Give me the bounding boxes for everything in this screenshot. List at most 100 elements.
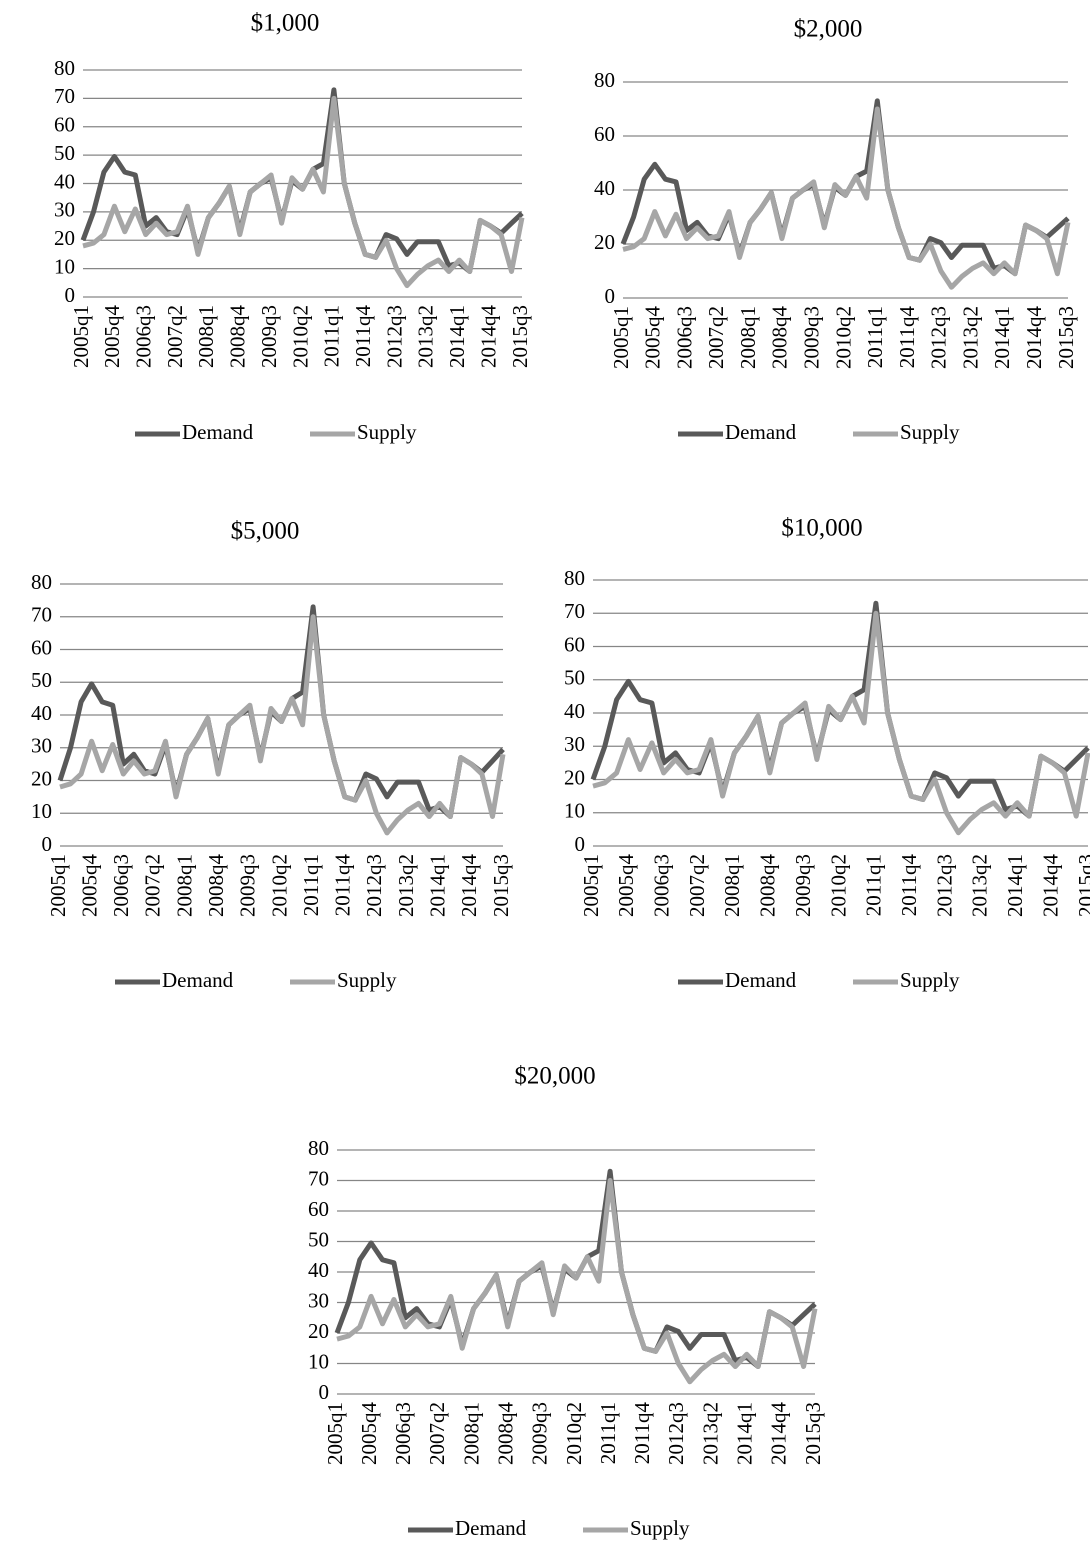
legend-label: Supply	[357, 420, 417, 444]
y-tick-label: 50	[308, 1227, 329, 1251]
x-tick-label: 2007q2	[163, 305, 187, 368]
y-tick-label: 20	[308, 1319, 329, 1343]
x-tick-label: 2012q3	[664, 1402, 688, 1465]
y-tick-label: 30	[31, 734, 52, 758]
x-tick-label: 2013q2	[968, 854, 992, 917]
x-tick-label: 2008q4	[494, 1402, 518, 1466]
x-tick-label: 2007q2	[425, 1402, 449, 1465]
x-tick-label: 2008q4	[756, 854, 780, 918]
x-tick-label: 2008q1	[459, 1402, 483, 1465]
x-tick-label: 2012q3	[382, 305, 406, 368]
y-tick-label: 50	[564, 666, 585, 690]
y-tick-label: 40	[54, 169, 75, 193]
y-tick-label: 10	[564, 799, 585, 823]
y-tick-label: 20	[31, 766, 52, 790]
y-tick-label: 30	[54, 198, 75, 222]
y-tick-label: 60	[564, 632, 585, 656]
y-tick-label: 30	[564, 732, 585, 756]
x-tick-label: 2008q4	[204, 854, 228, 918]
x-tick-label: 2005q1	[69, 305, 93, 368]
data-line	[59, 614, 506, 836]
y-tick-label: 80	[564, 566, 585, 590]
y-tick-label: 0	[65, 283, 76, 307]
y-tick-label: 60	[31, 635, 52, 659]
x-tick-label: 2011q1	[320, 305, 344, 367]
y-tick-label: 70	[31, 603, 52, 627]
y-tick-label: 0	[42, 832, 53, 856]
x-tick-label: 2011q1	[299, 854, 323, 916]
x-tick-label: 2007q2	[704, 306, 728, 369]
x-tick-label: 2005q4	[641, 306, 665, 370]
data-line	[336, 1178, 818, 1385]
x-tick-label: 2011q4	[895, 306, 919, 369]
x-tick-label: 2010q2	[267, 854, 291, 917]
y-tick-label: 40	[308, 1258, 329, 1282]
y-tick-label: 80	[594, 68, 615, 92]
y-tick-label: 0	[319, 1380, 330, 1404]
data-line	[620, 98, 1070, 277]
x-tick-label: 2009q3	[791, 854, 815, 917]
y-tick-label: 80	[54, 56, 75, 80]
x-tick-label: 2014q4	[1038, 854, 1062, 918]
data-line	[80, 87, 524, 274]
x-tick-label: 2014q4	[476, 304, 500, 368]
y-tick-label: 10	[31, 799, 52, 823]
x-tick-label: 2012q3	[362, 854, 386, 917]
x-tick-label: 2006q3	[132, 305, 156, 368]
data-line	[82, 95, 525, 289]
chart-title: $2,000	[794, 16, 863, 43]
x-tick-label: 2011q4	[351, 305, 375, 368]
legend-label: Supply	[900, 420, 960, 444]
y-tick-label: 70	[564, 599, 585, 623]
x-tick-label: 2015q3	[1074, 854, 1090, 917]
y-tick-label: 0	[575, 832, 586, 856]
x-tick-label: 2015q3	[1054, 306, 1078, 369]
x-tick-label: 2008q1	[736, 306, 760, 369]
legend-label: Supply	[630, 1516, 690, 1540]
x-tick-label: 2009q3	[800, 306, 824, 369]
y-tick-label: 60	[54, 113, 75, 137]
chart-title: $1,000	[251, 10, 320, 37]
x-tick-label: 2014q4	[1022, 306, 1046, 370]
x-tick-label: 2006q3	[109, 854, 133, 917]
legend-label: Demand	[455, 1516, 527, 1540]
x-tick-label: 2014q1	[426, 854, 450, 917]
x-tick-label: 2012q3	[927, 306, 951, 369]
x-tick-label: 2006q3	[650, 854, 674, 917]
x-tick-label: 2005q4	[77, 854, 101, 918]
y-tick-label: 40	[31, 701, 52, 725]
x-tick-label: 2005q1	[323, 1402, 347, 1465]
x-tick-label: 2014q4	[457, 854, 481, 918]
y-tick-label: 0	[605, 284, 616, 308]
x-tick-label: 2005q4	[100, 305, 124, 369]
legend-label: Demand	[725, 420, 797, 444]
x-tick-label: 2010q2	[288, 305, 312, 368]
y-tick-label: 20	[54, 226, 75, 250]
x-tick-label: 2006q3	[391, 1402, 415, 1465]
x-tick-label: 2008q1	[720, 854, 744, 917]
x-tick-label: 2007q2	[685, 854, 709, 917]
y-tick-label: 60	[308, 1197, 329, 1221]
x-tick-label: 2008q1	[172, 854, 196, 917]
y-tick-label: 70	[308, 1166, 329, 1190]
x-tick-label: 2005q4	[614, 854, 638, 918]
x-tick-label: 2008q4	[768, 306, 792, 370]
data-line	[592, 610, 1090, 836]
y-tick-label: 20	[564, 765, 585, 789]
x-tick-label: 2014q1	[1003, 854, 1027, 917]
x-tick-label: 2011q1	[596, 1402, 620, 1464]
y-tick-label: 30	[308, 1288, 329, 1312]
x-tick-label: 2009q3	[257, 305, 281, 368]
x-tick-label: 2014q4	[767, 1402, 791, 1466]
legend-label: Supply	[900, 968, 960, 992]
y-tick-label: 10	[308, 1349, 329, 1373]
x-tick-label: 2013q2	[958, 306, 982, 369]
x-tick-label: 2005q1	[46, 854, 70, 917]
x-tick-label: 2010q2	[826, 854, 850, 917]
x-tick-label: 2015q3	[801, 1402, 825, 1465]
x-tick-label: 2010q2	[831, 306, 855, 369]
data-line	[334, 1168, 817, 1369]
x-tick-label: 2014q1	[990, 306, 1014, 369]
x-tick-label: 2009q3	[528, 1402, 552, 1465]
